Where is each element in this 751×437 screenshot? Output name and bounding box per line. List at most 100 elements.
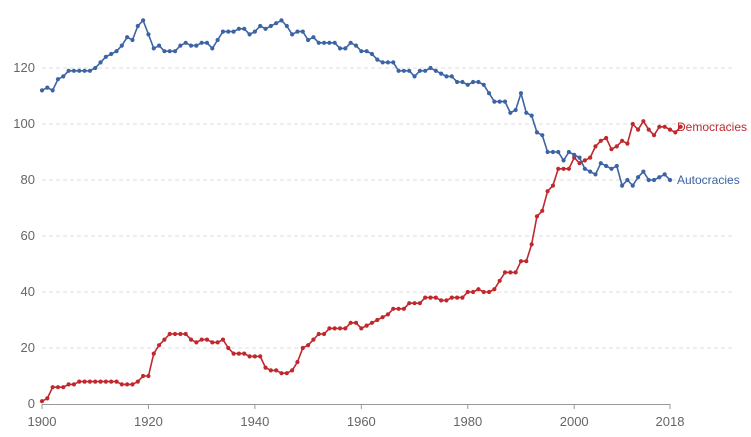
autocracies-point	[428, 65, 433, 71]
autocracies-point	[279, 18, 284, 23]
democracies-point	[428, 295, 433, 300]
autocracies-point	[412, 74, 417, 79]
series-labels: Democracies Autocracies	[677, 120, 747, 187]
autocracies-point	[337, 46, 343, 51]
autocracies-point	[194, 43, 199, 48]
autocracies-point	[609, 166, 614, 171]
autocracies-point	[433, 68, 438, 73]
democracies-point	[295, 359, 300, 365]
autocracies-point	[220, 29, 226, 34]
autocracies-point	[577, 155, 582, 160]
autocracies-point	[439, 71, 444, 76]
democracies-point	[348, 320, 353, 325]
autocracies-point	[667, 177, 673, 183]
autocracies-point	[162, 49, 167, 54]
democracies-point	[204, 337, 210, 342]
autocracies-point	[87, 68, 92, 73]
democracies-point	[242, 351, 247, 356]
x-tick-label: 1960	[347, 414, 376, 429]
autocracies-point	[141, 18, 146, 23]
autocracies-point	[156, 43, 162, 48]
democracies-point	[247, 354, 252, 359]
democracies-point	[359, 326, 364, 331]
autocracies-point	[82, 68, 87, 73]
autocracies-point	[268, 23, 273, 29]
democracies-point	[423, 295, 428, 300]
democracies-point	[215, 340, 220, 345]
democracies-point	[646, 127, 651, 132]
autocracies-point	[172, 49, 178, 54]
autocracies-point	[401, 68, 406, 73]
democracies-point	[369, 320, 375, 325]
democracies-point	[433, 295, 438, 300]
democracies-point	[556, 166, 561, 171]
democracies-point	[513, 270, 518, 275]
autocracies-point	[465, 82, 470, 87]
democracies-point	[449, 295, 454, 300]
democracies-point	[550, 183, 556, 188]
democracies-point	[476, 287, 481, 292]
autocracies-point	[45, 85, 50, 90]
democracies-point	[167, 331, 172, 337]
democracies-point	[45, 396, 50, 401]
autocracies-point	[476, 79, 481, 85]
democracies-point	[582, 158, 587, 163]
democracies-point	[343, 326, 348, 331]
autocracies-point	[635, 175, 641, 180]
democracies-point	[465, 289, 470, 295]
democracies-point	[151, 351, 156, 356]
autocracies-point	[460, 79, 465, 85]
democracies-point	[82, 379, 87, 384]
democracies-point	[226, 345, 231, 351]
autocracies-point	[236, 26, 242, 31]
autocracies-point	[625, 177, 630, 183]
x-tick-label: 2018	[656, 414, 685, 429]
democracies-point	[502, 270, 508, 275]
autocracies-point	[385, 60, 391, 65]
democracies-point	[290, 368, 295, 373]
democracies-point	[524, 259, 529, 264]
democracies-point	[635, 127, 641, 132]
autocracies-point	[39, 88, 45, 93]
democracies-point	[577, 161, 582, 166]
autocracies-point	[556, 149, 561, 155]
democracies-point	[651, 133, 657, 138]
democracies-point	[316, 331, 321, 337]
autocracies-point	[651, 177, 657, 183]
y-tick-label: 40	[21, 284, 35, 299]
autocracies-point	[572, 152, 577, 157]
democracies-point	[231, 351, 236, 356]
democracies-point	[156, 343, 162, 348]
democracies-point	[678, 124, 683, 129]
democracies-point	[497, 278, 502, 283]
democracies-point	[274, 368, 279, 373]
democracies-point	[673, 130, 678, 135]
democracies-point	[353, 320, 359, 325]
autocracies-point	[284, 23, 289, 29]
x-tick-label: 1940	[240, 414, 269, 429]
autocracies-point	[593, 172, 598, 177]
autocracies-point	[630, 183, 635, 188]
democracies-point	[588, 155, 593, 160]
democracies-point	[321, 331, 327, 337]
autocracies-point	[204, 40, 210, 45]
autocracies-point	[306, 37, 311, 43]
autocracies-point	[423, 68, 428, 73]
autocracies-point	[620, 183, 625, 188]
democracies-point	[540, 208, 545, 213]
democracies-point	[268, 368, 273, 373]
democracies-point	[284, 371, 289, 376]
autocracies-point	[210, 46, 215, 51]
democracies-point	[162, 337, 167, 342]
autocracies-point	[215, 37, 220, 43]
autocracies-point	[231, 29, 236, 34]
autocracies-point	[66, 68, 71, 73]
democracies-point	[641, 119, 646, 124]
autocracies-point	[135, 23, 140, 29]
democracies-point	[71, 382, 77, 387]
autocracies-point	[348, 40, 353, 45]
autocracies-point	[561, 158, 566, 163]
democracies-point	[630, 121, 635, 127]
democracies-point	[55, 385, 61, 390]
democracies-point	[598, 138, 603, 143]
